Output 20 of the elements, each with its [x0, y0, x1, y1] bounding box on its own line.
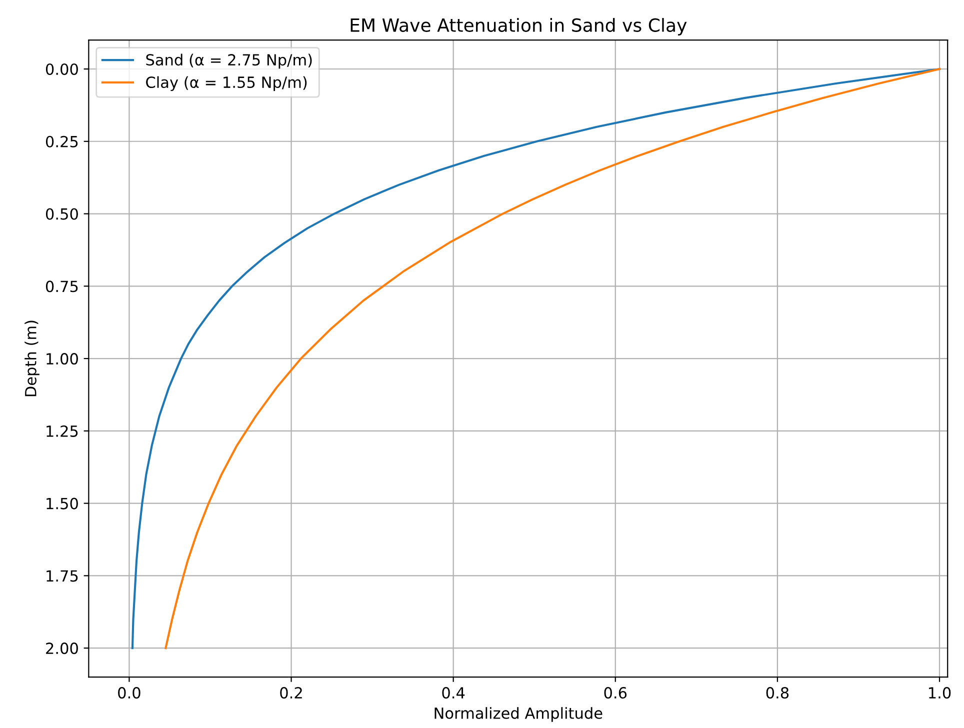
y-tick-label: 0.75: [46, 280, 78, 292]
x-tick-label: 0.4: [442, 687, 465, 699]
x-tick-label: 0.8: [766, 687, 789, 699]
y-tick-label: 2.00: [46, 642, 78, 654]
y-tick-label: 1.25: [46, 425, 78, 437]
y-tick-label: 0.50: [46, 208, 78, 220]
x-tick-label: 0.6: [604, 687, 627, 699]
y-tick-label: 1.00: [46, 353, 78, 365]
x-tick-label: 0.2: [280, 687, 302, 699]
x-tick-label: 0.0: [118, 687, 140, 699]
x-axis-title: Normalized Amplitude: [434, 707, 602, 722]
chart-title: EM Wave Attenuation in Sand vs Clay: [350, 18, 687, 36]
y-tick-label: 1.75: [46, 570, 78, 582]
legend-label: Sand (α = 2.75 Np/m): [146, 54, 312, 69]
y-tick-label: 0.25: [46, 136, 78, 148]
y-tick-label: 1.50: [46, 498, 78, 510]
y-axis-title: Depth (m): [24, 320, 40, 396]
x-tick-label: 1.0: [929, 687, 951, 699]
y-tick-label: 0.00: [46, 63, 78, 76]
legend-label: Clay (α = 1.55 Np/m): [146, 76, 307, 91]
